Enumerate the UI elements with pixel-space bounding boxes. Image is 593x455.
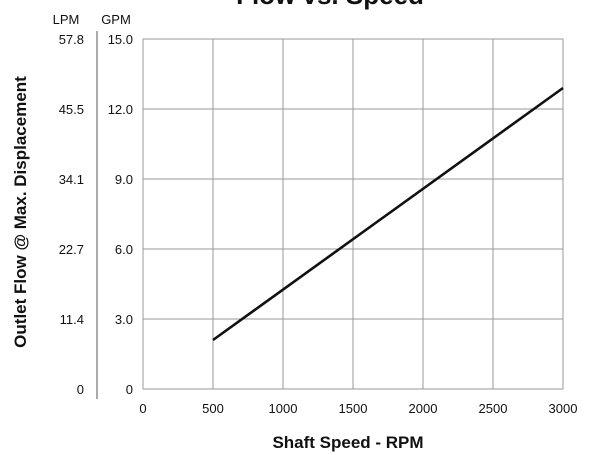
y-tick-label-lpm: 11.4 bbox=[60, 312, 84, 327]
y-tick-label-lpm: 45.5 bbox=[59, 102, 84, 117]
y-tick-label-gpm: 3.0 bbox=[115, 312, 133, 327]
grid-lines bbox=[143, 39, 563, 389]
y-tick-label-lpm: 22.7 bbox=[59, 242, 84, 257]
x-tick-labels: 0 500 1000 1500 2000 2500 3000 bbox=[139, 401, 577, 416]
y-tick-label-lpm: 57.8 bbox=[59, 32, 84, 47]
x-tick-label: 1000 bbox=[269, 401, 298, 416]
y-tick-label-gpm: 15.0 bbox=[108, 32, 133, 47]
flow-line bbox=[212, 86, 564, 342]
plot-area bbox=[142, 38, 564, 390]
y-tick-labels-gpm: 0 3.0 6.0 9.0 12.0 15.0 bbox=[108, 32, 133, 397]
x-tick-label: 1500 bbox=[339, 401, 368, 416]
lpm-unit-label: LPM bbox=[53, 12, 80, 27]
y-tick-label-gpm: 12.0 bbox=[108, 102, 133, 117]
y-tick-label-gpm: 9.0 bbox=[115, 172, 133, 187]
x-tick-label: 2500 bbox=[479, 401, 508, 416]
y-tick-label-lpm: 0 bbox=[77, 382, 84, 397]
x-tick-label: 3000 bbox=[549, 401, 578, 416]
series-group bbox=[212, 86, 564, 342]
gpm-unit-label: GPM bbox=[101, 12, 131, 27]
y-axis-title: Outlet Flow @ Max. Displacement bbox=[11, 76, 30, 348]
y-tick-labels-lpm: 0 11.4 22.7 34.1 45.5 57.8 bbox=[59, 32, 84, 397]
chart-title: Flow vs. Speed bbox=[236, 0, 424, 10]
y-tick-label-gpm: 0 bbox=[126, 382, 133, 397]
y-tick-label-lpm: 34.1 bbox=[59, 172, 84, 187]
x-tick-label: 2000 bbox=[409, 401, 438, 416]
y-tick-label-gpm: 6.0 bbox=[115, 242, 133, 257]
x-tick-label: 500 bbox=[202, 401, 224, 416]
x-axis-title: Shaft Speed - RPM bbox=[272, 433, 423, 452]
x-tick-label: 0 bbox=[139, 401, 146, 416]
